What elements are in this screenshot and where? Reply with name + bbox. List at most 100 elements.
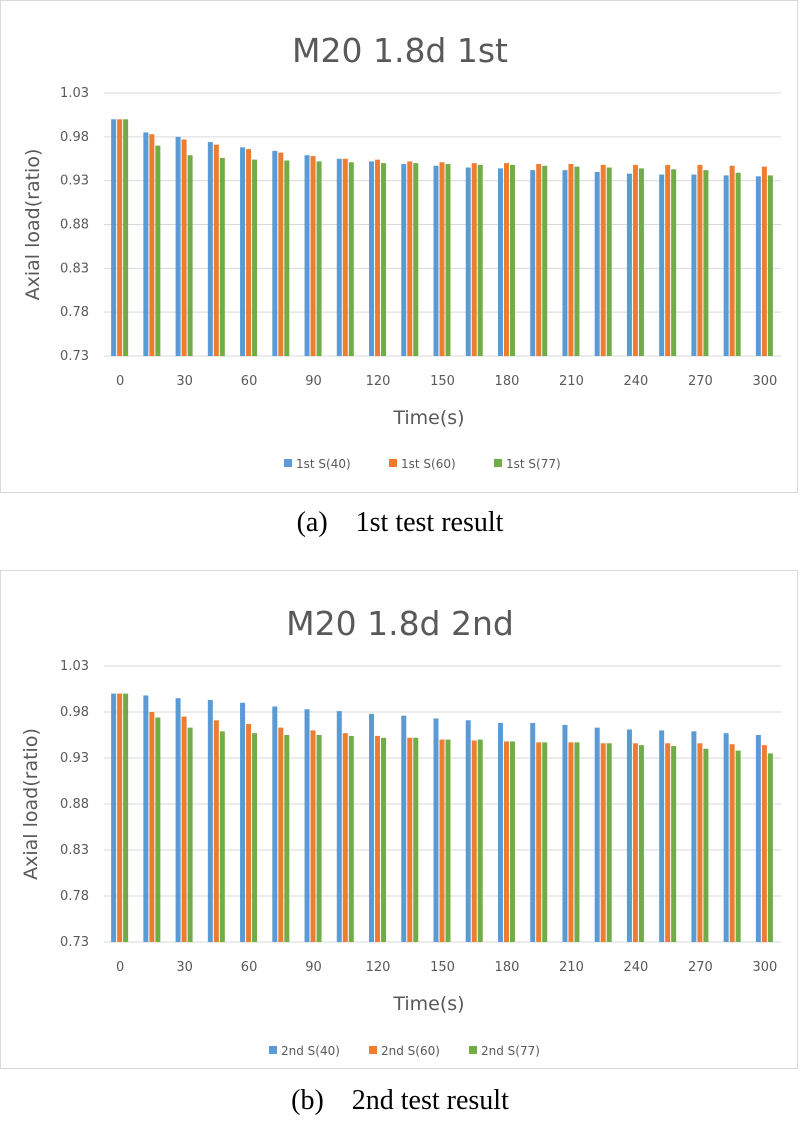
bar-1-240 xyxy=(626,729,632,942)
y-tick-label: 0.83 xyxy=(60,261,89,276)
bar-3-0 xyxy=(123,693,129,942)
bar-3-135 xyxy=(413,737,419,942)
bar-2-225 xyxy=(600,164,606,356)
x-tick-label: 30 xyxy=(176,960,193,975)
bar-1-180 xyxy=(497,723,503,942)
bar-2-45 xyxy=(213,720,219,942)
bar-3-225 xyxy=(606,167,612,356)
bar-2-285 xyxy=(729,744,735,942)
bar-1-165 xyxy=(465,167,471,356)
legend-swatch xyxy=(369,1046,377,1054)
bar-1-150 xyxy=(433,165,439,356)
bar-2-300 xyxy=(761,166,767,356)
bar-1-270 xyxy=(691,731,697,942)
bar-3-285 xyxy=(735,172,741,356)
bar-1-210 xyxy=(562,724,568,942)
bar-1-135 xyxy=(401,164,407,356)
bar-1-105 xyxy=(336,158,342,356)
bar-2-285 xyxy=(729,165,735,356)
bar-2-150 xyxy=(439,739,445,942)
bar-2-120 xyxy=(375,735,381,942)
bar-1-150 xyxy=(433,718,439,942)
bar-3-150 xyxy=(445,739,451,942)
x-tick-label: 150 xyxy=(430,960,455,975)
bar-2-180 xyxy=(503,741,509,942)
bar-1-225 xyxy=(594,727,600,942)
legend-label: 1st S(77) xyxy=(506,457,561,471)
bar-3-300 xyxy=(767,175,773,356)
bar-1-45 xyxy=(207,142,213,356)
bar-3-240 xyxy=(638,168,644,356)
legend-swatch xyxy=(389,459,397,467)
legend-label: 2nd S(40) xyxy=(281,1044,340,1058)
bar-2-135 xyxy=(407,737,413,942)
bar-1-300 xyxy=(755,176,761,356)
bar-1-15 xyxy=(143,695,149,942)
bar-chart-2nd-test: M20 1.8d 2nd 1.03 0.98 0.93 0.88 0.83 0.78 0.73… xyxy=(20,604,781,1058)
x-tick-label: 0 xyxy=(116,374,124,389)
legend-label: 2nd S(60) xyxy=(381,1044,440,1058)
y-tick-label: 0.93 xyxy=(60,751,89,766)
bar-2-300 xyxy=(761,745,767,942)
bar-2-255 xyxy=(665,743,671,942)
bar-1-90 xyxy=(304,709,310,942)
bar-3-105 xyxy=(348,735,354,942)
bar-1-135 xyxy=(401,715,407,942)
x-tick-label: 210 xyxy=(559,374,584,389)
figure-panel-a: M20 1.8d 1st 1.03 0.98 0.93 0.88 0.83 0.78 0.73… xyxy=(0,0,800,550)
chart-area: M20 1.8d 1st 1.03 0.98 0.93 0.88 0.83 0.78 0.73… xyxy=(0,0,798,493)
bar-2-60 xyxy=(246,723,252,942)
bar-3-45 xyxy=(219,731,225,942)
bar-1-255 xyxy=(659,174,665,356)
bar-2-45 xyxy=(213,144,219,356)
x-tick-label: 90 xyxy=(305,374,322,389)
bar-1-270 xyxy=(691,174,697,356)
y-tick-label: 0.88 xyxy=(60,797,89,812)
bar-1-0 xyxy=(111,693,117,942)
y-tick-label: 0.88 xyxy=(60,218,89,233)
y-axis-title: Axial load(ratio) xyxy=(20,728,42,880)
bar-1-225 xyxy=(594,171,600,356)
bar-2-210 xyxy=(568,742,574,942)
bar-2-225 xyxy=(600,743,606,942)
x-tick-label: 30 xyxy=(176,374,193,389)
bar-1-90 xyxy=(304,155,310,356)
bar-1-120 xyxy=(369,713,375,942)
bar-2-165 xyxy=(471,740,477,942)
bar-2-270 xyxy=(697,164,703,356)
bar-2-60 xyxy=(246,149,252,356)
x-tick-label: 300 xyxy=(752,960,777,975)
bar-3-210 xyxy=(574,742,580,942)
y-tick-label: 0.93 xyxy=(60,174,89,189)
legend-swatch xyxy=(284,459,292,467)
bar-2-90 xyxy=(310,156,316,356)
bar-1-60 xyxy=(240,702,246,942)
bar-1-0 xyxy=(111,119,117,356)
figure-caption: (b) 2nd test result xyxy=(291,1085,509,1116)
bar-2-195 xyxy=(536,742,542,942)
bar-1-105 xyxy=(336,711,342,942)
bar-3-45 xyxy=(219,157,225,356)
bar-2-30 xyxy=(181,716,187,942)
bar-3-15 xyxy=(155,717,161,942)
bar-1-165 xyxy=(465,720,471,942)
bar-3-180 xyxy=(509,741,515,942)
y-tick-label: 0.98 xyxy=(60,130,89,145)
legend-swatch xyxy=(469,1046,477,1054)
bar-2-75 xyxy=(278,152,284,356)
y-tick-label: 0.83 xyxy=(60,843,89,858)
bar-3-270 xyxy=(703,748,709,942)
bar-1-180 xyxy=(497,168,503,356)
bar-2-15 xyxy=(149,712,155,942)
bar-3-60 xyxy=(252,159,258,356)
legend-swatch xyxy=(269,1046,277,1054)
bar-3-210 xyxy=(574,166,580,356)
bar-1-255 xyxy=(659,730,665,942)
bar-2-0 xyxy=(117,693,123,942)
x-tick-label: 300 xyxy=(752,374,777,389)
x-tick-label: 60 xyxy=(241,374,258,389)
bar-3-300 xyxy=(767,753,773,942)
bar-2-90 xyxy=(310,730,316,942)
legend-label: 1st S(60) xyxy=(401,457,456,471)
bar-2-15 xyxy=(149,134,155,356)
